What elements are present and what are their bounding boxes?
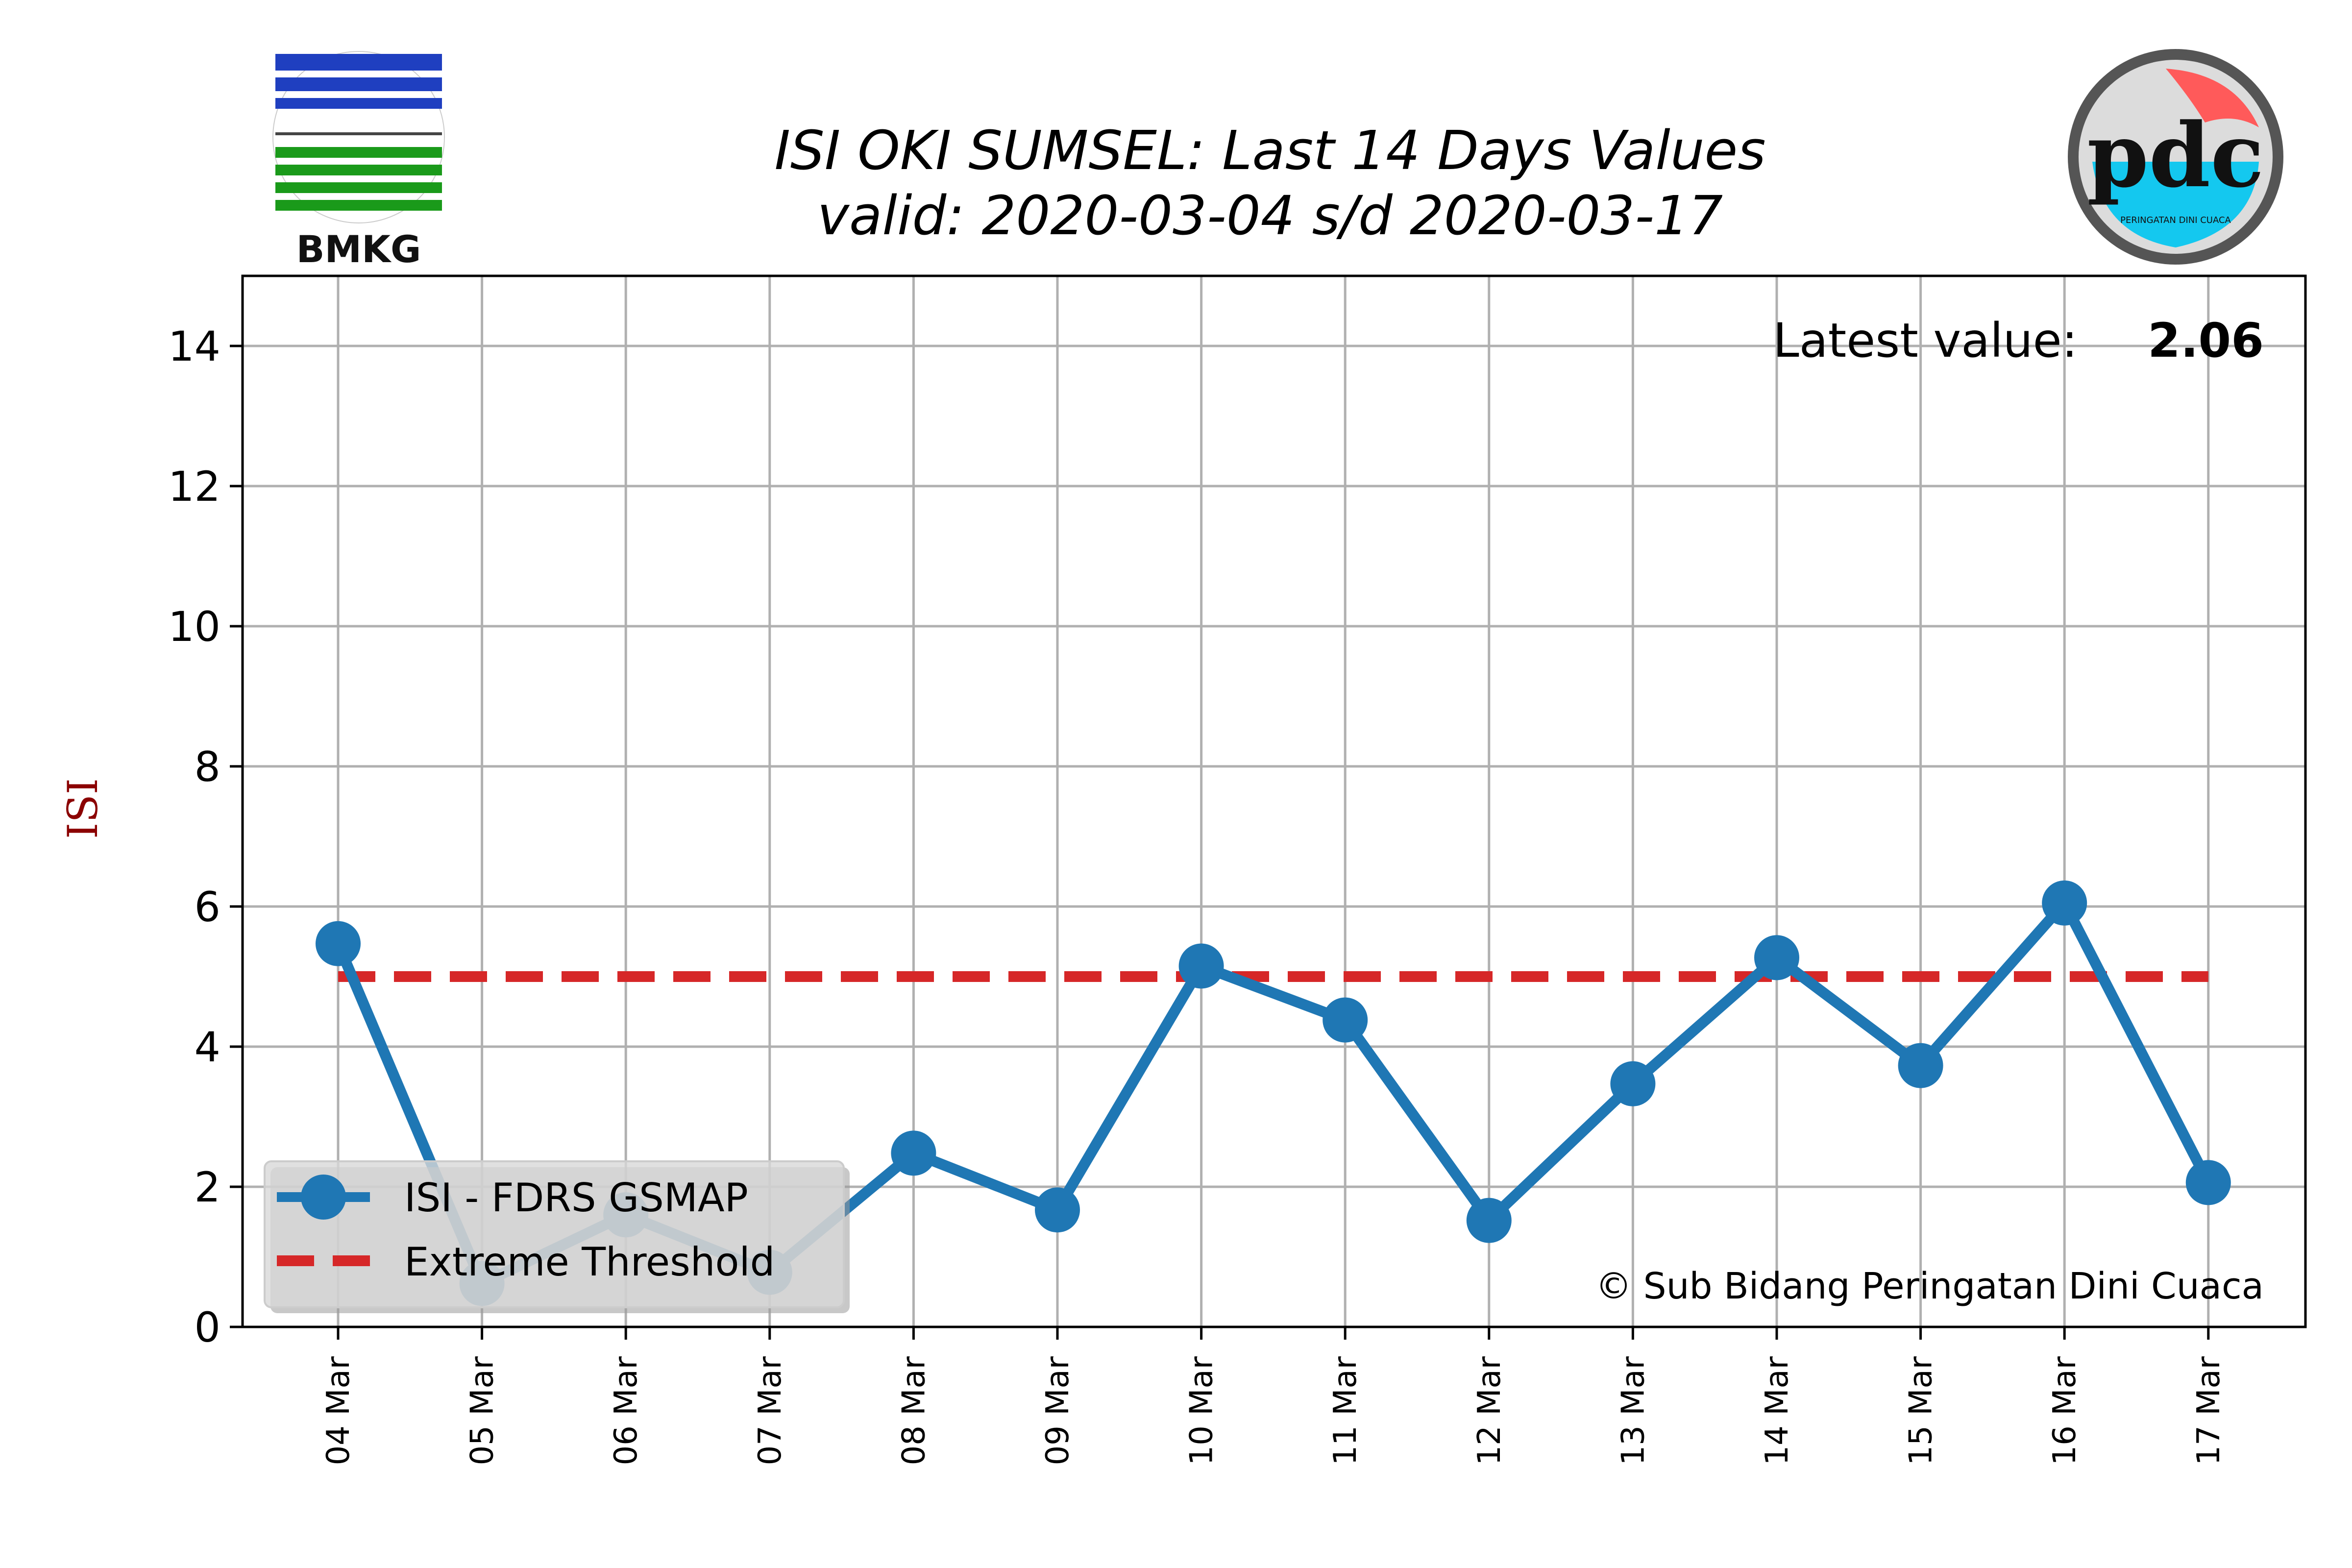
logo-stripe [275, 132, 442, 135]
pdc-logo-wave [2092, 162, 2259, 247]
pdc-logo-flame [2166, 69, 2259, 127]
x-tick-label: 15 Mar [1903, 1356, 1939, 1465]
isi-point [2185, 1160, 2231, 1205]
y-tick-label: 4 [195, 1023, 220, 1071]
logo-stripe [275, 77, 442, 91]
pdc-logo: pdc PERINGATAN DINI CUACA [2068, 49, 2283, 265]
chart-subtitle: valid: 2020-03-04 s/d 2020-03-17 [817, 184, 1723, 247]
isi-point [1035, 1187, 1080, 1233]
grid [243, 276, 2305, 1328]
x-tick-label: 10 Mar [1184, 1356, 1220, 1465]
isi-point [316, 921, 361, 966]
y-tick-label: 12 [168, 463, 220, 511]
logo-stripe [275, 165, 442, 175]
isi-point [1178, 943, 1224, 989]
y-tick-label: 10 [168, 603, 220, 651]
x-tick-label: 17 Mar [2191, 1356, 2227, 1465]
x-tick-label: 09 Mar [1040, 1356, 1076, 1465]
legend-series-label: ISI - FDRS GSMAP [404, 1175, 748, 1221]
isi-point [1754, 935, 1799, 980]
isi-point [1610, 1061, 1656, 1106]
x-tick-label: 16 Mar [2047, 1356, 2083, 1465]
bmkg-logo: BMKG [272, 51, 445, 271]
isi-point [1898, 1043, 1943, 1088]
logo-stripe [275, 200, 442, 211]
isi-point [1466, 1198, 1512, 1243]
x-tick-label: 08 Mar [896, 1356, 932, 1465]
y-axis-label: ISI [59, 778, 107, 839]
x-tick-label: 04 Mar [320, 1356, 357, 1465]
y-tick-label: 0 [195, 1303, 220, 1351]
x-tick-label: 14 Mar [1759, 1356, 1795, 1465]
legend-box [264, 1160, 845, 1308]
pdc-logo-subtext: PERINGATAN DINI CUACA [2120, 215, 2231, 225]
x-tick-label: 13 Mar [1615, 1356, 1651, 1465]
legend: ISI - FDRS GSMAP Extreme Threshold [264, 1160, 850, 1313]
x-tick-label: 11 Mar [1327, 1356, 1364, 1465]
logo-stripe [275, 147, 442, 158]
logo-stripe [275, 54, 442, 71]
plot-frame [241, 274, 2307, 1328]
bmkg-logo-text: BMKG [296, 227, 421, 271]
legend-series-marker [301, 1175, 346, 1220]
y-tick-label: 8 [195, 743, 220, 791]
y-tick-label: 6 [195, 883, 220, 931]
x-tick-label: 05 Mar [465, 1356, 501, 1465]
pdc-logo-text: pdc [2087, 104, 2264, 207]
chart-title: ISI OKI SUMSEL: Last 14 Days Values [774, 119, 1765, 182]
x-axis-ticks: 04 Mar 05 Mar 06 Mar 07 Mar 08 Mar 09 Mar 10 M… [320, 1327, 2227, 1466]
isi-point [1323, 997, 1368, 1043]
y-axis-ticks: 0 2 4 6 8 10 12 14 [168, 322, 243, 1351]
logo-stripe [275, 98, 442, 109]
logo-stripe [275, 182, 442, 193]
x-tick-label: 07 Mar [752, 1356, 788, 1465]
x-tick-label: 06 Mar [608, 1356, 644, 1465]
latest-value-label: Latest value: [1773, 313, 2078, 368]
legend-threshold-label: Extreme Threshold [404, 1239, 775, 1285]
x-tick-label: 12 Mar [1471, 1356, 1508, 1465]
isi-point [2042, 880, 2087, 926]
copyright-text: © Sub Bidang Peringatan Dini Cuaca [1595, 1265, 2264, 1307]
y-tick-label: 2 [195, 1163, 220, 1211]
isi-point [891, 1130, 936, 1176]
y-tick-label: 14 [168, 322, 220, 370]
latest-value: 2.06 [2148, 313, 2264, 368]
